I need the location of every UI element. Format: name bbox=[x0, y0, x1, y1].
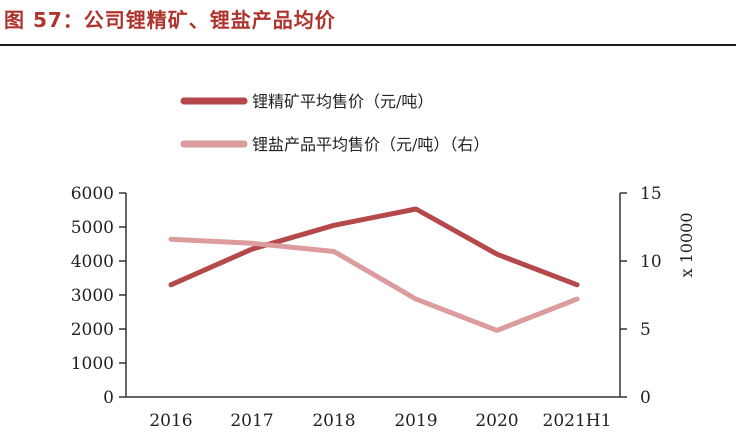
x-tick-label: 2018 bbox=[312, 411, 355, 431]
x-tick-label: 2016 bbox=[149, 411, 192, 431]
x-axis-ticks: 2016 2017 2018 2019 2020 2021H1 bbox=[149, 411, 611, 431]
y-right-tick-label: 0 bbox=[640, 388, 651, 408]
y-right-tick-label: 5 bbox=[640, 320, 651, 340]
series-layer bbox=[168, 206, 580, 333]
y-axis-left-ticks: 0 1000 2000 3000 4000 5000 6000 bbox=[71, 184, 126, 408]
title-divider bbox=[0, 44, 736, 46]
x-tick-label: 2020 bbox=[475, 411, 518, 431]
legend-label-series-0: 锂精矿平均售价（元/吨） bbox=[252, 92, 433, 111]
x-tick-label: 2021H1 bbox=[543, 411, 612, 431]
series-line-0 bbox=[168, 206, 580, 288]
x-tick-label: 2017 bbox=[230, 411, 273, 431]
y-right-tick-label: 15 bbox=[640, 184, 662, 204]
y-left-tick-label: 1000 bbox=[71, 354, 114, 374]
series-line-1 bbox=[168, 236, 580, 333]
y-left-tick-label: 6000 bbox=[71, 184, 114, 204]
y-left-tick-label: 0 bbox=[103, 388, 114, 408]
y-left-tick-label: 3000 bbox=[71, 286, 114, 306]
y-right-tick-label: 10 bbox=[640, 252, 662, 272]
legend: 锂精矿平均售价（元/吨） 锂盐产品平均售价（元/吨）（右） bbox=[180, 92, 489, 154]
x-tick-label: 2019 bbox=[394, 411, 437, 431]
y-axis-right-ticks: 0 5 10 15 bbox=[620, 184, 662, 408]
legend-label-series-1: 锂盐产品平均售价（元/吨）（右） bbox=[252, 135, 489, 154]
y-left-tick-label: 4000 bbox=[71, 252, 114, 272]
y-left-tick-label: 2000 bbox=[71, 320, 114, 340]
y-axis-right-unit-label: x 10000 bbox=[677, 212, 696, 277]
y-left-tick-label: 5000 bbox=[71, 218, 114, 238]
figure-title: 图 57：公司锂精矿、锂盐产品均价 bbox=[4, 8, 336, 32]
